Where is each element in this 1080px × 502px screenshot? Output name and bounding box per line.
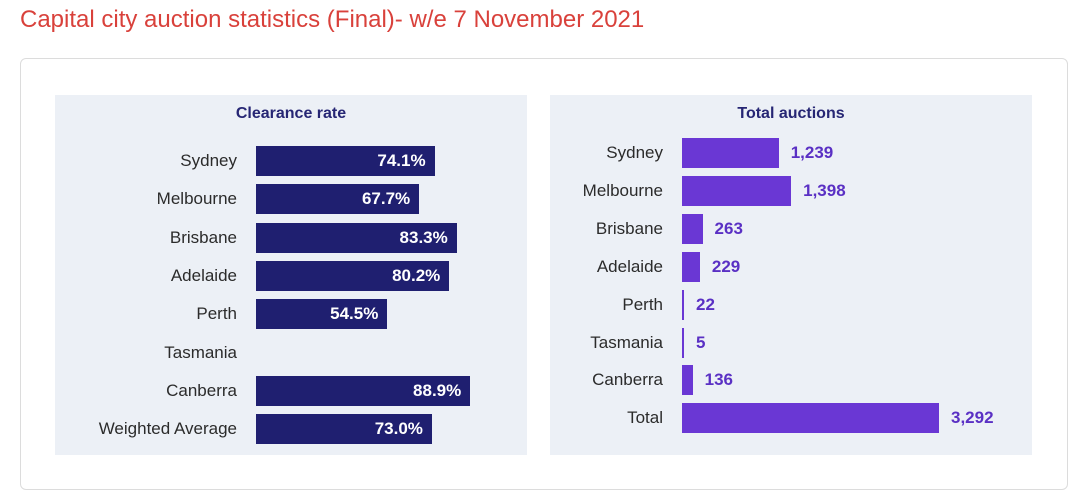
auctions-value-perth: 22: [696, 294, 715, 314]
auctions-value-brisbane: 263: [714, 218, 743, 238]
clearance-rate-title: Clearance rate: [235, 105, 347, 122]
auctions-bar-perth: [682, 289, 684, 320]
clearance-bar-adelaide: [256, 260, 450, 291]
auctions-label-sydney: Sydney: [606, 143, 663, 162]
auctions-bar-total: [682, 403, 939, 434]
page-title: Capital city auction statistics (Final)-…: [20, 6, 645, 33]
auctions-bar-melbourne: [682, 175, 792, 206]
clearance-value-melbourne: 67.7%: [361, 189, 411, 209]
auctions-value-tasmania: 5: [696, 332, 706, 352]
clearance-bar-perth: [256, 299, 388, 330]
auctions-label-melbourne: Melbourne: [582, 180, 663, 200]
auctions-label-tasmania: Tasmania: [590, 332, 663, 352]
clearance-label-brisbane: Brisbane: [169, 227, 237, 247]
clearance-label-sydney: Sydney: [180, 151, 237, 170]
auctions-value-sydney: 1,239: [790, 143, 834, 162]
clearance-label-perth: Perth: [196, 304, 237, 324]
clearance-bar-canberra: [256, 375, 471, 406]
clearance-bar-melbourne: [256, 184, 420, 215]
auctions-bar-brisbane: [682, 213, 703, 244]
clearance-label-weighted-average: Weighted Average: [98, 419, 237, 439]
clearance-label-melbourne: Melbourne: [156, 189, 237, 209]
auctions-bar-sydney: [682, 138, 779, 168]
clearance-value-weighted-average: 73.0%: [374, 419, 423, 439]
clearance-value-brisbane: 83.3%: [399, 227, 448, 247]
auctions-value-total: 3,292: [951, 408, 994, 428]
auctions-label-brisbane: Brisbane: [595, 218, 663, 238]
clearance-value-perth: 54.5%: [330, 304, 379, 324]
clearance-bar-sydney: [256, 146, 435, 176]
clearance-rate-chart: Clearance rate Sydney 74.1% Melbourne 67.7%…: [55, 95, 527, 455]
auctions-bar-tasmania: [682, 327, 684, 358]
total-auctions-chart: Total auctions Sydney 1,239 Melbourne 1,398…: [550, 95, 1032, 455]
total-auctions-title: Total auctions: [737, 105, 845, 122]
clearance-bar-weighted-average: [256, 414, 432, 445]
clearance-value-canberra: 88.9%: [413, 380, 462, 400]
clearance-label-adelaide: Adelaide: [170, 265, 237, 285]
clearance-bar-brisbane: [256, 222, 457, 253]
clearance-value-sydney: 74.1%: [377, 151, 426, 170]
auctions-label-adelaide: Adelaide: [596, 256, 663, 276]
auctions-label-total: Total: [627, 408, 663, 428]
auctions-label-canberra: Canberra: [592, 370, 663, 390]
auctions-value-adelaide: 229: [711, 256, 741, 276]
auctions-label-perth: Perth: [622, 294, 663, 314]
clearance-label-tasmania: Tasmania: [164, 342, 237, 362]
auctions-value-canberra: 136: [704, 370, 733, 390]
auctions-bar-canberra: [682, 365, 693, 396]
clearance-value-adelaide: 80.2%: [392, 265, 441, 285]
clearance-label-canberra: Canberra: [166, 380, 237, 400]
auctions-value-melbourne: 1,398: [803, 180, 846, 200]
auctions-bar-adelaide: [682, 251, 700, 282]
